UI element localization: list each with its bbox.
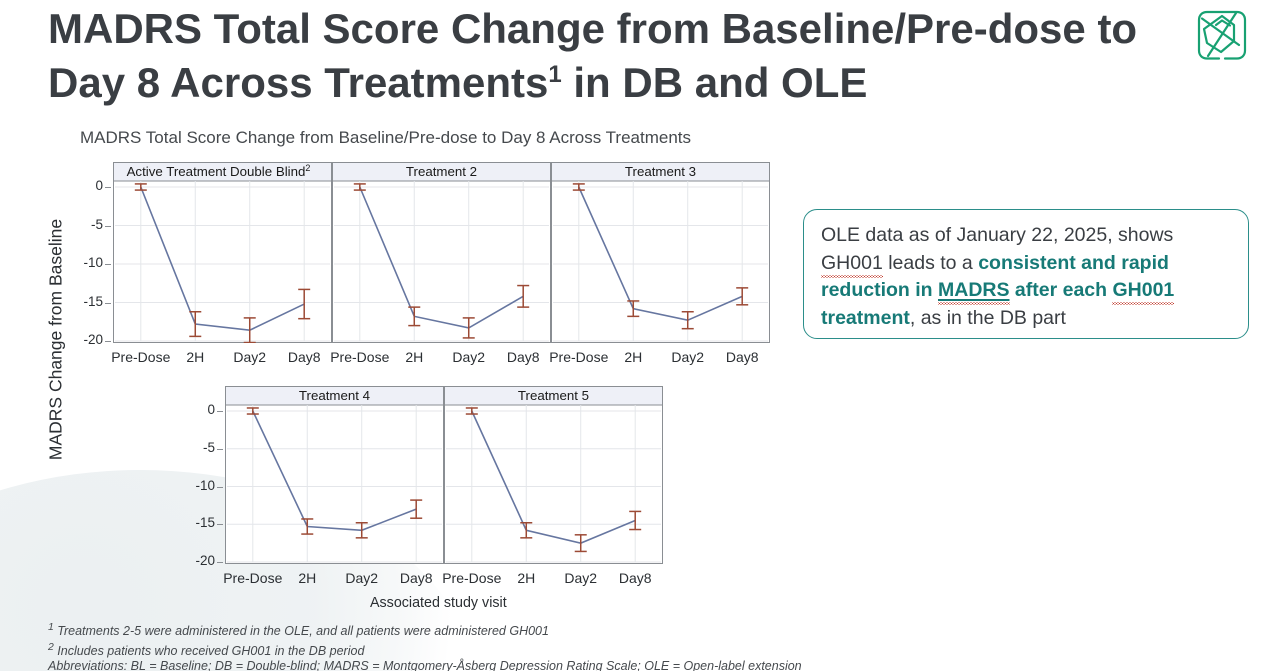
svg-text:Treatment 3: Treatment 3: [625, 164, 696, 179]
svg-text:Treatment 5: Treatment 5: [518, 388, 589, 403]
svg-text:Treatment 4: Treatment 4: [299, 388, 370, 403]
svg-text:Treatment 2: Treatment 2: [406, 164, 477, 179]
svg-text:Active Treatment Double Blind2: Active Treatment Double Blind2: [127, 163, 311, 179]
